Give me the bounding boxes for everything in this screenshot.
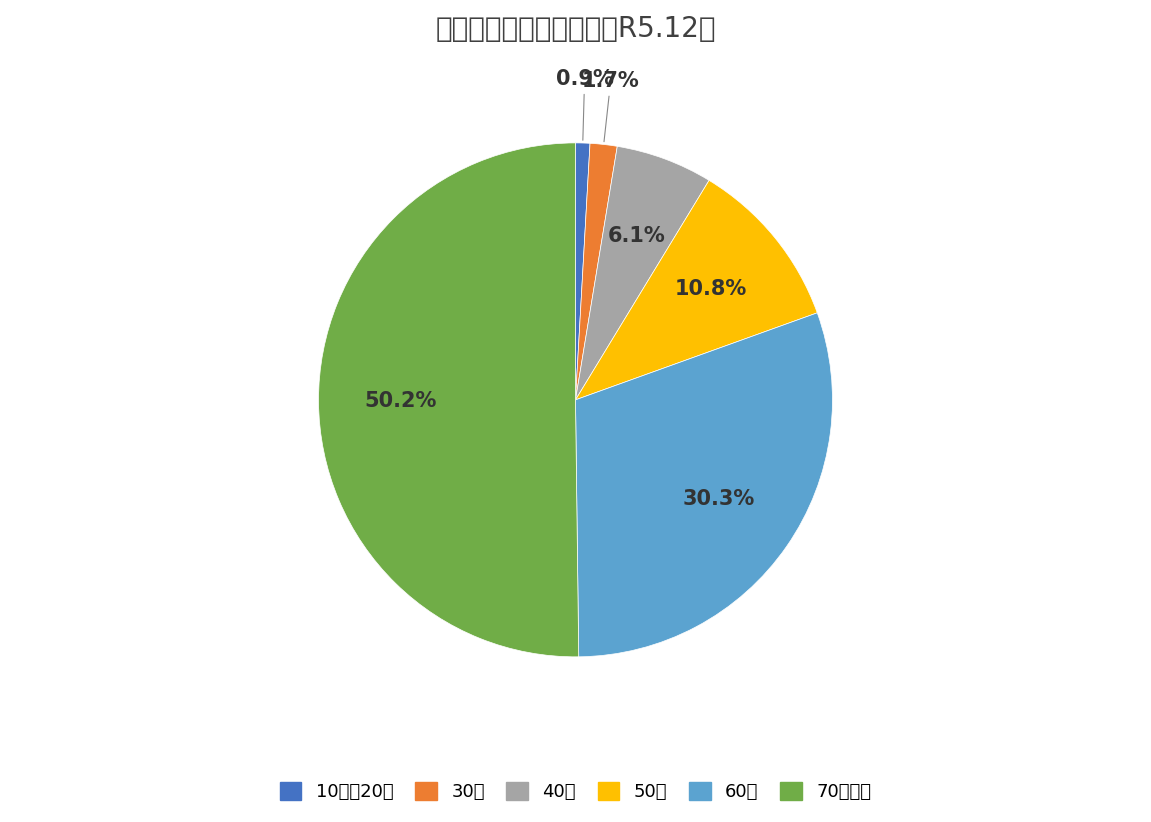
Wedge shape — [576, 143, 590, 399]
Text: 6.1%: 6.1% — [608, 226, 665, 246]
Text: 10.8%: 10.8% — [674, 279, 747, 299]
Title: 団体構成員　平均年齢（R5.12）: 団体構成員 平均年齢（R5.12） — [435, 15, 716, 43]
Text: 0.9%: 0.9% — [556, 69, 613, 141]
Legend: 10代・20代, 30代, 40代, 50代, 60代, 70代以上: 10代・20代, 30代, 40代, 50代, 60代, 70代以上 — [273, 774, 878, 808]
Wedge shape — [576, 146, 709, 399]
Wedge shape — [576, 180, 817, 399]
Wedge shape — [576, 313, 832, 657]
Wedge shape — [319, 143, 579, 657]
Text: 1.7%: 1.7% — [582, 71, 640, 141]
Text: 30.3%: 30.3% — [683, 489, 755, 510]
Text: 50.2%: 50.2% — [365, 391, 437, 411]
Wedge shape — [576, 143, 617, 399]
